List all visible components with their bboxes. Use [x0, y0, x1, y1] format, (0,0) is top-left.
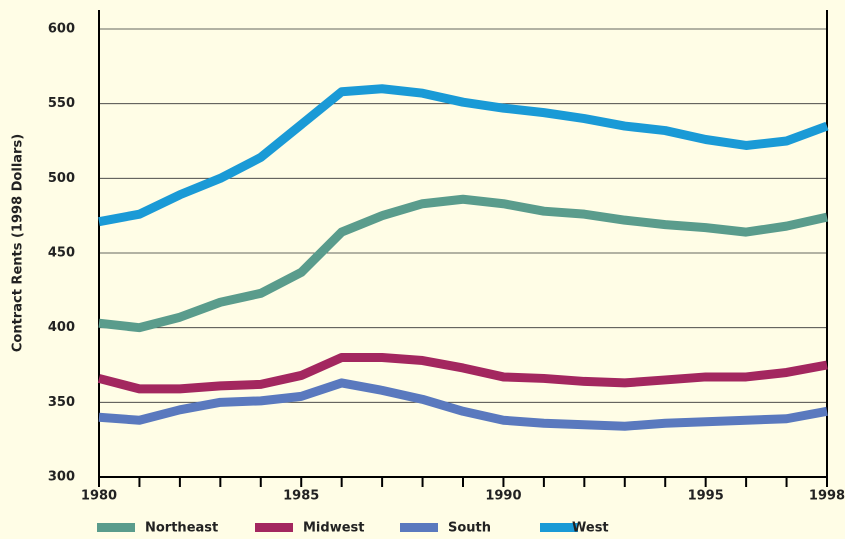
- legend-swatch: [540, 523, 578, 532]
- series-line: [98, 378, 828, 431]
- y-tick-label: 300: [48, 470, 75, 485]
- legend-swatch: [97, 523, 135, 532]
- y-tick-label: 450: [48, 246, 75, 261]
- legend-label: Northeast: [145, 521, 218, 536]
- x-tick-label: 1985: [283, 489, 319, 504]
- legend-swatch: [255, 523, 293, 532]
- y-tick-label: 400: [48, 320, 75, 335]
- legend-label: Midwest: [303, 521, 364, 536]
- legend-label: South: [448, 521, 491, 536]
- series-line: [98, 84, 829, 227]
- legend-label: West: [572, 521, 609, 536]
- series-line: [98, 194, 828, 333]
- series-line: [97, 353, 828, 394]
- y-tick-label: 550: [48, 96, 75, 111]
- y-tick-label: 600: [48, 22, 75, 37]
- x-tick-label: 1995: [688, 489, 724, 504]
- x-tick-label: 1998: [809, 489, 845, 504]
- x-tick-label: 1990: [485, 489, 521, 504]
- y-axis-label: Contract Rents (1998 Dollars): [11, 134, 26, 352]
- x-tick-label: 1980: [81, 489, 117, 504]
- y-tick-label: 350: [48, 395, 75, 410]
- legend-swatch: [400, 523, 438, 532]
- y-tick-label: 500: [48, 171, 75, 186]
